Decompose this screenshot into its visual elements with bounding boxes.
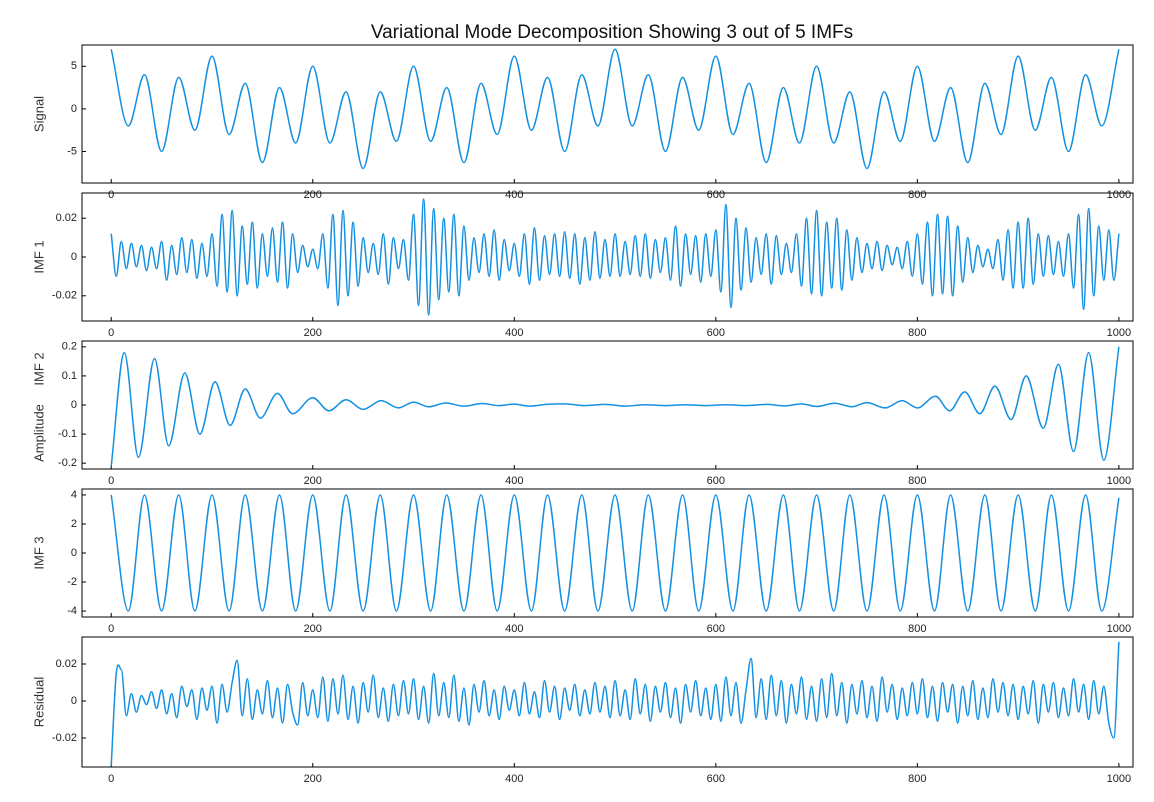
x-tick-label: 400: [505, 773, 523, 785]
plot-frame: [81, 488, 1134, 618]
x-tick-label: 400: [505, 327, 523, 339]
x-tick-label: 1000: [1107, 475, 1131, 487]
x-tick-label: 1000: [1107, 189, 1131, 201]
x-tick-label: 600: [707, 189, 725, 201]
data-line: [110, 494, 1120, 612]
x-tick-label: 200: [304, 773, 322, 785]
plot-frame: [81, 44, 1134, 184]
x-tick-label: 0: [108, 327, 114, 339]
y-axis-label: IMF 2: [31, 352, 46, 385]
x-tick-label: 1000: [1107, 623, 1131, 635]
x-tick-label: 600: [707, 475, 725, 487]
y-tick-label: -2: [67, 576, 77, 588]
y-tick-label: 0: [71, 695, 77, 707]
y-tick-label: 0: [71, 547, 77, 559]
y-tick-label: 5: [71, 60, 77, 72]
x-tick-label: 600: [707, 327, 725, 339]
y-tick-label: 0.02: [56, 212, 77, 224]
x-tick-label: 200: [304, 623, 322, 635]
y-tick-label: 4: [71, 489, 77, 501]
x-tick-label: 800: [908, 773, 926, 785]
y-tick-label: 2: [71, 518, 77, 530]
x-tick-label: 1000: [1107, 327, 1131, 339]
x-tick-label: 400: [505, 189, 523, 201]
y-tick-label: -4: [67, 605, 77, 617]
y-tick-label: -0.2: [58, 457, 77, 469]
figure-title: Variational Mode Decomposition Showing 3…: [371, 22, 853, 43]
y-axis-label: IMF 1: [31, 240, 46, 273]
x-tick-label: 400: [505, 475, 523, 487]
y-tick-label: -0.1: [58, 428, 77, 440]
data-line: [110, 198, 1120, 316]
y-axis-label: Residual: [31, 677, 46, 728]
y-tick-label: -5: [67, 145, 77, 157]
y-tick-label: 0: [71, 399, 77, 411]
y-axis-label: Signal: [31, 96, 46, 132]
x-tick-label: 800: [908, 623, 926, 635]
y-axis-label: IMF 3: [31, 536, 46, 569]
y-tick-label: 0.1: [62, 370, 77, 382]
y-tick-label: 0: [71, 251, 77, 263]
x-tick-label: 200: [304, 475, 322, 487]
x-tick-label: 800: [908, 189, 926, 201]
y-tick-label: 0: [71, 103, 77, 115]
data-line: [110, 641, 1120, 766]
x-tick-label: 800: [908, 475, 926, 487]
x-tick-label: 200: [304, 327, 322, 339]
shared-y-axis-label: Amplitude: [31, 404, 46, 462]
y-tick-label: 0.02: [56, 658, 77, 670]
x-tick-label: 0: [108, 773, 114, 785]
data-line: [110, 346, 1120, 467]
plot-frame: [81, 636, 1134, 768]
data-line: [110, 48, 1120, 170]
y-tick-label: 0.2: [62, 341, 77, 353]
x-tick-label: 800: [908, 327, 926, 339]
x-tick-label: 0: [108, 189, 114, 201]
x-tick-label: 600: [707, 773, 725, 785]
y-tick-label: -0.02: [52, 732, 77, 744]
x-tick-label: 200: [304, 189, 322, 201]
x-tick-label: 0: [108, 475, 114, 487]
x-tick-label: 1000: [1107, 773, 1131, 785]
x-tick-label: 600: [707, 623, 725, 635]
x-tick-label: 0: [108, 623, 114, 635]
x-tick-label: 400: [505, 623, 523, 635]
y-tick-label: -0.02: [52, 290, 77, 302]
